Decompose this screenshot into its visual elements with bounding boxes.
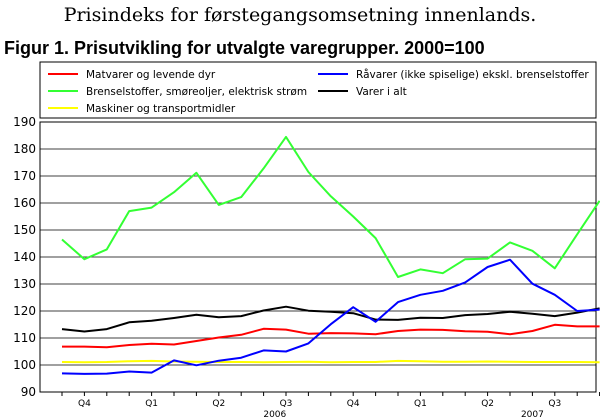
chart-title: Figur 1. Prisutvikling for utvalgte vare… bbox=[4, 38, 485, 58]
x-year-label: 2007 bbox=[521, 410, 544, 420]
y-tick-label: 190 bbox=[13, 115, 36, 129]
y-tick-label: 170 bbox=[13, 169, 36, 183]
x-quarter-label: Q1 bbox=[414, 399, 427, 409]
series-line bbox=[61, 305, 600, 333]
y-tick-label: 90 bbox=[21, 385, 36, 399]
y-tick-label: 130 bbox=[13, 277, 36, 291]
series-line bbox=[61, 359, 600, 364]
y-tick-label: 140 bbox=[13, 250, 36, 264]
x-quarter-label: Q4 bbox=[347, 399, 360, 409]
legend-label: Matvarer og levende dyr bbox=[86, 69, 216, 81]
series-line bbox=[61, 135, 600, 278]
legend-label: Varer i alt bbox=[356, 86, 407, 98]
y-tick-label: 120 bbox=[13, 304, 36, 318]
y-tick-label: 180 bbox=[13, 142, 36, 156]
legend-label: Maskiner og transportmidler bbox=[86, 103, 236, 115]
legend-label: Råvarer (ikke spiselige) ekskl. brensels… bbox=[356, 68, 589, 81]
series-line bbox=[61, 258, 600, 375]
x-quarter-label: Q4 bbox=[78, 399, 91, 409]
y-tick-label: 110 bbox=[13, 331, 36, 345]
y-tick-label: 100 bbox=[13, 358, 36, 372]
x-quarter-label: Q2 bbox=[481, 399, 494, 409]
y-tick-label: 160 bbox=[13, 196, 36, 210]
y-tick-label: 150 bbox=[13, 223, 36, 237]
x-quarter-label: Q2 bbox=[212, 399, 225, 409]
legend-label: Brenselstoffer, smøreoljer, elektrisk st… bbox=[86, 86, 307, 98]
x-year-label: 2006 bbox=[263, 410, 286, 420]
page-header-text: Prisindeks for førstegangsomsetning inne… bbox=[63, 4, 537, 26]
series-line bbox=[62, 323, 600, 349]
x-quarter-label: Q3 bbox=[548, 399, 561, 409]
x-quarter-label: Q1 bbox=[145, 399, 158, 409]
x-quarter-label: Q3 bbox=[280, 399, 293, 409]
